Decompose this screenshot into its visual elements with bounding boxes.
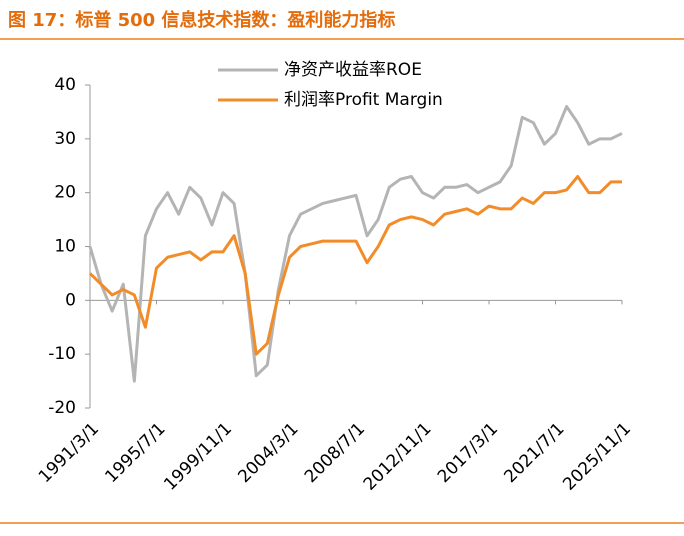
x-tick-label: 2017/3/1 (434, 419, 502, 487)
y-tick-label: -10 (48, 344, 76, 364)
y-tick-label: 0 (65, 290, 76, 310)
y-tick-label: 10 (54, 237, 76, 257)
series-line (88, 105, 623, 383)
x-tick-label: 1999/11/1 (160, 419, 236, 495)
chart: -20 -10 0 10 20 30 40 1991/3/11995/7/11999/11/1… (35, 60, 635, 495)
x-tick-label: 2004/3/1 (234, 419, 302, 487)
legend-label: 利润率Profit Margin (284, 90, 443, 110)
x-tick-label: 2021/7/1 (500, 419, 568, 487)
series-line (88, 175, 622, 356)
x-tick-label: 2008/7/1 (301, 419, 369, 487)
x-tick-label: 2025/11/1 (559, 419, 635, 495)
bottom-rule (0, 522, 684, 524)
x-tick-label: 1995/7/1 (101, 419, 169, 487)
x-tick-label: 1991/3/1 (35, 419, 103, 487)
y-tick-label: -20 (48, 398, 76, 418)
title-rule (0, 38, 684, 40)
y-tick-label: 20 (54, 183, 76, 203)
y-tick-label: 40 (54, 75, 76, 95)
x-tick-label: 2012/11/1 (360, 419, 436, 495)
y-tick-label: 30 (54, 129, 76, 149)
chart-title: 图 17：标普 500 信息技术指数：盈利能力指标 (8, 10, 396, 31)
legend-label: 净资产收益率ROE (284, 60, 422, 80)
